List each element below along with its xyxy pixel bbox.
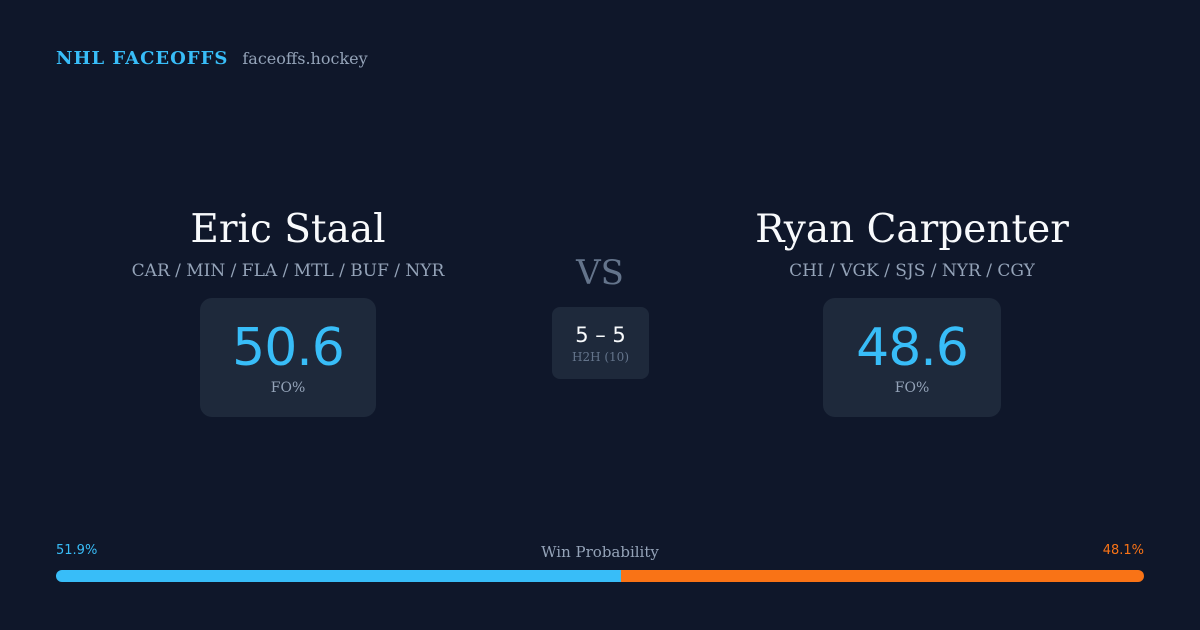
player-right-stat-card: 48.6 FO% xyxy=(823,298,1001,417)
brand-domain[interactable]: faceoffs.hockey xyxy=(242,49,368,68)
win-probability-title: Win Probability xyxy=(541,543,659,561)
player-left-fo-value: 50.6 xyxy=(232,317,345,378)
player-left-name: Eric Staal xyxy=(190,207,386,252)
win-probability-right-fill xyxy=(620,570,1144,582)
brand-name[interactable]: NHL FACEOFFS xyxy=(56,48,229,69)
win-probability-left-label: 51.9% xyxy=(56,543,98,558)
win-probability-right-label: 48.1% xyxy=(1102,543,1144,558)
brand-header: NHL FACEOFFS faceoffs.hockey xyxy=(56,48,368,69)
player-right-teams: CHI / VGK / SJS / NYR / CGY xyxy=(789,261,1035,281)
win-probability-bar xyxy=(56,570,1144,582)
player-right-fo-label: FO% xyxy=(894,379,930,396)
h2h-badge: 5 – 5 H2H (10) xyxy=(552,307,649,379)
player-left: Eric Staal CAR / MIN / FLA / MTL / BUF /… xyxy=(88,205,488,417)
win-probability-left-fill xyxy=(56,570,621,582)
player-right-fo-value: 48.6 xyxy=(856,317,969,378)
player-left-fo-label: FO% xyxy=(270,379,306,396)
vs-label: VS xyxy=(576,253,624,293)
player-left-stat-card: 50.6 FO% xyxy=(200,298,376,417)
player-left-teams: CAR / MIN / FLA / MTL / BUF / NYR xyxy=(131,261,445,281)
h2h-score: 5 – 5 xyxy=(575,323,626,347)
player-right: Ryan Carpenter CHI / VGK / SJS / NYR / C… xyxy=(712,205,1112,417)
win-probability-labels: 51.9% Win Probability 48.1% xyxy=(56,543,1144,563)
player-right-name: Ryan Carpenter xyxy=(755,207,1069,252)
h2h-label: H2H (10) xyxy=(571,350,629,364)
